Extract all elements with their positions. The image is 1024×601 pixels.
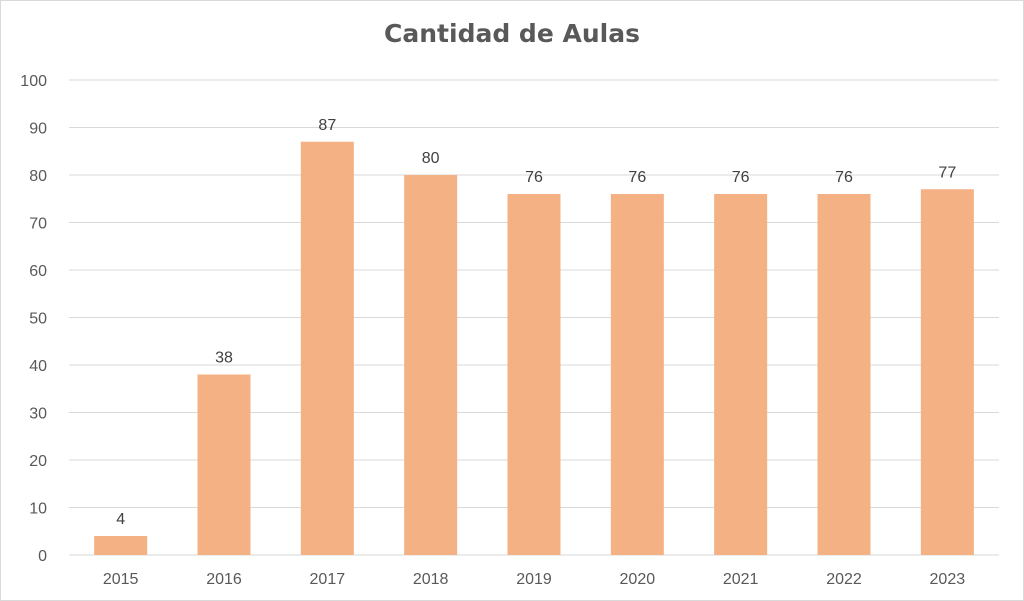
x-tick-label: 2016	[206, 571, 242, 588]
bar-2016	[197, 374, 251, 555]
x-tick-label: 2017	[310, 571, 346, 588]
bar-2023	[920, 189, 974, 555]
x-tick-label: 2023	[930, 571, 966, 588]
y-tick-label: 40	[29, 358, 47, 375]
data-label-2017: 87	[318, 117, 336, 134]
x-tick-label: 2021	[723, 571, 759, 588]
y-tick-label: 80	[29, 168, 47, 185]
y-tick-label: 90	[29, 121, 47, 138]
y-tick-label: 100	[20, 73, 47, 90]
data-label-2021: 76	[732, 169, 750, 186]
data-labels: 4 38 87 80 76 76 76 76 77	[116, 117, 956, 528]
x-tick-label: 2015	[103, 571, 139, 588]
data-label-2018: 80	[422, 150, 440, 167]
data-label-2022: 76	[835, 169, 853, 186]
y-tick-label: 70	[29, 216, 47, 233]
x-axis-ticks: 2015 2016 2017 2018 2019 2020 2021 2022 2023	[103, 571, 965, 588]
x-tick-label: 2018	[413, 571, 449, 588]
y-tick-label: 30	[29, 406, 47, 423]
bar-2020	[610, 194, 664, 555]
bar-2019	[507, 194, 561, 555]
y-tick-label: 50	[29, 311, 47, 328]
x-tick-label: 2019	[516, 571, 552, 588]
data-label-2020: 76	[628, 169, 646, 186]
y-tick-label: 0	[38, 548, 47, 565]
bar-2015	[94, 536, 148, 555]
y-tick-label: 60	[29, 263, 47, 280]
x-tick-label: 2020	[620, 571, 656, 588]
x-tick-label: 2022	[826, 571, 862, 588]
y-tick-label: 20	[29, 453, 47, 470]
y-axis-ticks: 0 10 20 30 40 50 60 70 80 90 100	[20, 73, 47, 565]
bar-2022	[817, 194, 871, 555]
bars	[94, 141, 974, 555]
data-label-2016: 38	[215, 350, 233, 367]
data-label-2015: 4	[116, 511, 125, 528]
bar-2021	[714, 194, 768, 555]
bar-2017	[300, 141, 354, 555]
data-label-2023: 77	[938, 164, 956, 181]
chart-title: Cantidad de Aulas	[384, 19, 640, 48]
y-tick-label: 10	[29, 501, 47, 518]
bar-2018	[404, 175, 458, 555]
data-label-2019: 76	[525, 169, 543, 186]
